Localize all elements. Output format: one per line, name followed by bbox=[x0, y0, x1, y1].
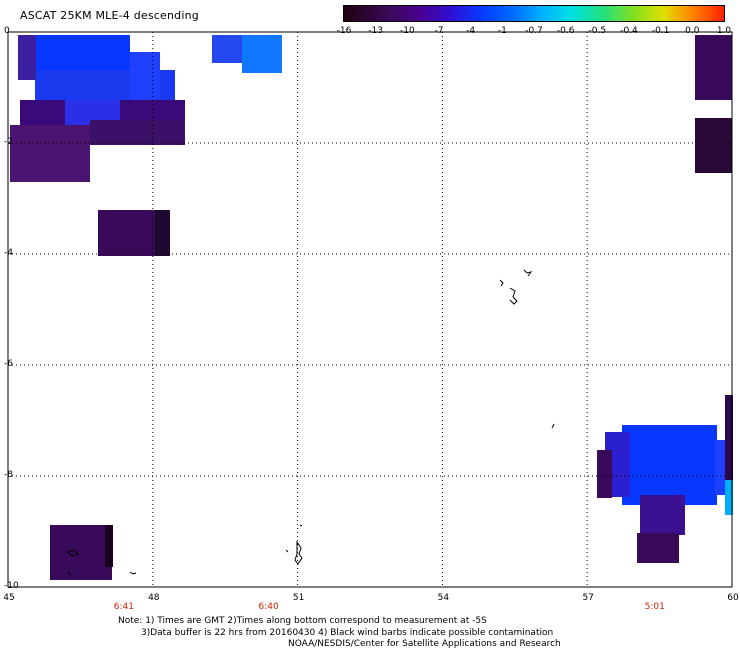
swath-cell bbox=[50, 525, 112, 580]
swath-cell bbox=[622, 425, 717, 505]
longitude-label: 60 bbox=[727, 593, 739, 603]
colorbar-labels: -16 -13 -10 -7 -4 -1 -0.7 -0.6 -0.5 -0.4 -0.1 0.0 1.… bbox=[330, 26, 740, 38]
latitude-label: -6 bbox=[4, 359, 13, 369]
longitude-label: 51 bbox=[292, 593, 305, 603]
swath-cell bbox=[10, 125, 90, 182]
note-line-2: 3)Data buffer is 22 hrs from 20160430 4)… bbox=[141, 628, 554, 638]
swath-cell bbox=[105, 525, 113, 567]
latitude-label: -8 bbox=[4, 470, 13, 480]
swath-cell bbox=[695, 118, 732, 173]
swath-data-layer bbox=[10, 35, 733, 580]
swath-cell bbox=[130, 52, 160, 100]
colorbar-tick-label: -0.4 bbox=[620, 26, 638, 36]
colorbar-tick-label: -0.5 bbox=[588, 26, 607, 36]
longitude-label: 48 bbox=[148, 593, 160, 603]
colorbar-tick-label: -7 bbox=[434, 26, 444, 36]
colorbar-tick-label: 1.0 bbox=[716, 26, 732, 36]
longitude-label: 45 bbox=[3, 593, 15, 603]
colorbar-tick-label: -10 bbox=[399, 26, 415, 36]
swath-cell bbox=[725, 480, 733, 515]
longitude-label: 54 bbox=[437, 593, 450, 603]
island-outline bbox=[523, 269, 533, 277]
colorbar-tick-label: -0.1 bbox=[651, 26, 670, 36]
colorbar bbox=[343, 5, 725, 22]
time-label: 6:40 bbox=[258, 602, 279, 612]
colorbar-tick-label: -0.7 bbox=[525, 26, 543, 36]
longitude-label: 57 bbox=[582, 593, 594, 603]
swath-cell bbox=[155, 210, 170, 256]
island-outline bbox=[294, 540, 303, 565]
swath-cell bbox=[640, 495, 685, 535]
swath-cell bbox=[212, 35, 247, 63]
time-label: 6:41 bbox=[113, 602, 134, 612]
colorbar-tick-label: -4 bbox=[466, 26, 476, 36]
latitude-label: -10 bbox=[4, 581, 19, 591]
latitude-label: 0 bbox=[4, 26, 10, 36]
colorbar-tick-label: 0.0 bbox=[685, 26, 700, 36]
island-outline bbox=[67, 549, 79, 576]
colorbar-tick-label: -13 bbox=[368, 26, 384, 36]
island-outline bbox=[285, 524, 303, 553]
latitude-label: -2 bbox=[4, 137, 13, 147]
plot-frame bbox=[7, 31, 733, 588]
swath-cell bbox=[597, 450, 612, 498]
swath-cell bbox=[90, 120, 185, 145]
swath-cell bbox=[18, 35, 36, 80]
island-outline bbox=[129, 423, 555, 575]
note-line-3: NOAA/NESDIS/Center for Satellite Applica… bbox=[288, 639, 561, 649]
island-outline bbox=[499, 279, 518, 305]
swath-cell bbox=[242, 35, 282, 73]
swath-cell bbox=[725, 395, 733, 515]
swath-cell bbox=[637, 533, 679, 563]
map-title: ASCAT 25KM MLE-4 descending bbox=[20, 9, 199, 22]
colorbar-tick-label: -1 bbox=[497, 26, 507, 36]
colorbar-tick-label: -0.6 bbox=[556, 26, 575, 36]
time-label: 5:01 bbox=[644, 602, 665, 612]
note-line-1: Note: 1) Times are GMT 2)Times along bot… bbox=[118, 616, 487, 626]
coastline-islands bbox=[67, 269, 555, 576]
swath-cell bbox=[695, 35, 732, 100]
latitude-label: -4 bbox=[4, 248, 13, 258]
colorbar-tick-label: -16 bbox=[336, 26, 352, 36]
